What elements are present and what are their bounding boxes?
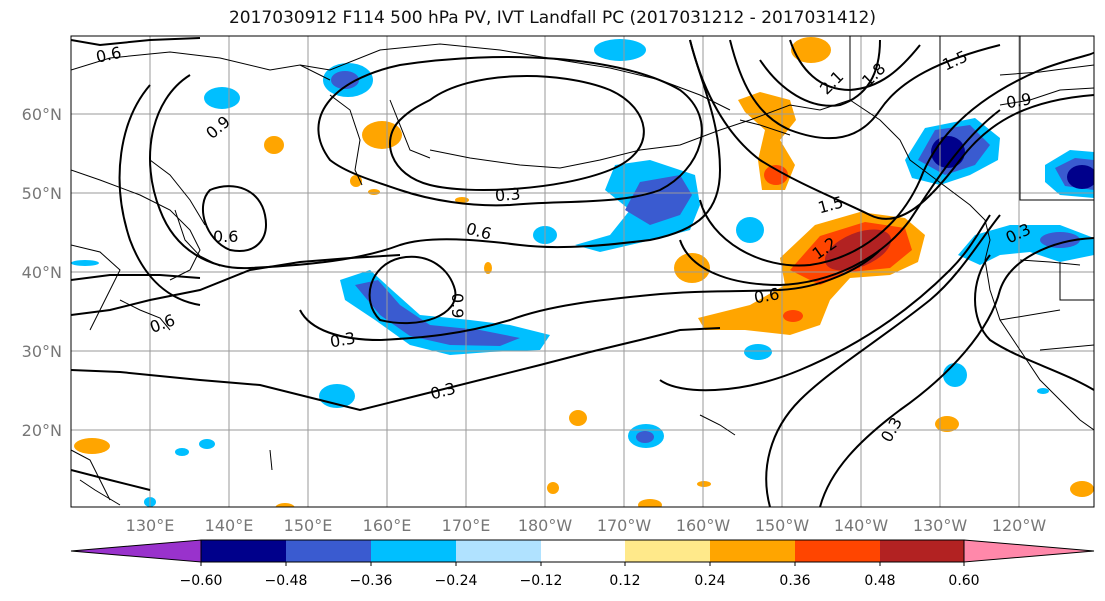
lat-label: 50°N <box>22 184 62 203</box>
shaded-anomalies <box>71 37 1094 507</box>
contour-label: 0.6 <box>752 284 780 307</box>
lat-label: 60°N <box>22 105 62 124</box>
lat-label: 40°N <box>22 263 62 282</box>
contour-label: 0.3 <box>494 184 521 205</box>
colorbar-segment-navy <box>201 540 286 562</box>
lat-label: 20°N <box>22 421 62 440</box>
contour-label: 0.9 <box>1005 89 1033 112</box>
lon-label: 170°E <box>442 516 491 535</box>
map-title: 2017030912 F114 500 hPa PV, IVT Landfall… <box>228 8 876 28</box>
colorbar-tick: −0.24 <box>435 573 478 589</box>
colorbar-segment-purple <box>70 539 202 563</box>
colorbar-tick: 0.24 <box>694 573 725 589</box>
contour-label: 0.6 <box>94 43 123 67</box>
colorbar-tick: 0.36 <box>779 573 810 589</box>
lon-label: 130°E <box>126 516 175 535</box>
lon-label: 160°E <box>363 516 412 535</box>
colorbar-segment-red <box>795 540 880 562</box>
colorbar-segment-light <box>456 540 541 562</box>
lon-label: 140°E <box>205 516 254 535</box>
colorbar-segment-white <box>541 540 625 562</box>
lon-label: 150°E <box>284 516 333 535</box>
latitude-labels: 60°N 50°N 40°N 30°N 20°N <box>22 105 62 440</box>
contour-lines <box>71 37 1094 507</box>
lon-label: 150°W <box>755 516 810 535</box>
colorbar-tick: −0.48 <box>265 573 308 589</box>
colorbar-tick: −0.36 <box>350 573 393 589</box>
colorbar-tick: −0.60 <box>180 573 223 589</box>
colorbar-segment-yellow <box>625 540 710 562</box>
colorbar-segment-sky <box>371 540 456 562</box>
colorbar-tick: 0.48 <box>864 573 895 589</box>
lon-label: 180°W <box>518 516 573 535</box>
lon-label: 140°W <box>834 516 889 535</box>
colorbar-tick: −0.12 <box>520 573 563 589</box>
coastlines <box>71 36 1094 506</box>
colorbar-segment-darkred <box>880 540 964 562</box>
lon-label: 160°W <box>676 516 731 535</box>
lat-label: 30°N <box>22 342 62 361</box>
lon-label: 170°W <box>597 516 652 535</box>
colorbar-segment-pink <box>963 539 1095 563</box>
graticule <box>71 36 1094 507</box>
contour-label: 0.3 <box>328 328 356 351</box>
colorbar: −0.60 −0.48 −0.36 −0.24 −0.12 0.12 0.24 … <box>70 539 1095 589</box>
contour-label: 0.6 <box>213 227 238 246</box>
colorbar-segment-orange <box>710 540 795 562</box>
colorbar-tick: 0.12 <box>609 573 640 589</box>
longitude-labels: 130°E 140°E 150°E 160°E 170°E 180°W 170°… <box>126 516 1047 535</box>
contour-label: 0.9 <box>448 293 467 318</box>
colorbar-tick: 0.60 <box>948 573 979 589</box>
lon-label: 120°W <box>992 516 1047 535</box>
colorbar-segment-blue <box>286 540 371 562</box>
map-frame <box>70 35 1095 508</box>
lon-label: 130°W <box>913 516 968 535</box>
